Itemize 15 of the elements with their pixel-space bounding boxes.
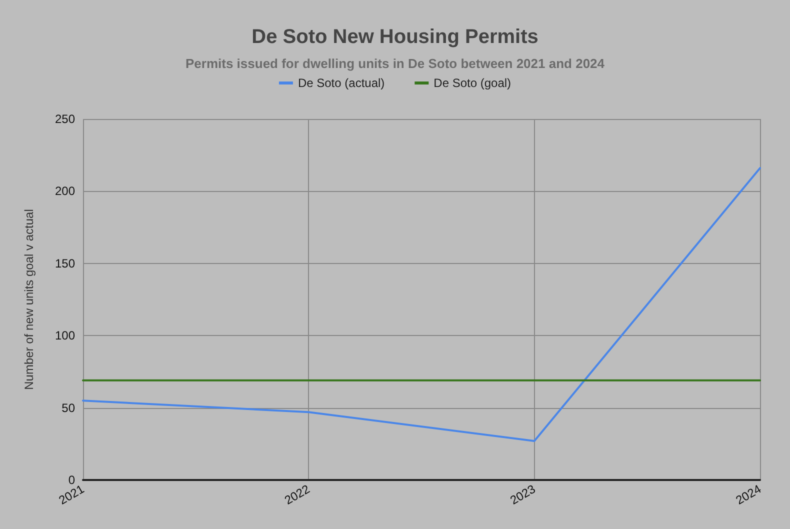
x-tick-label: 2022 bbox=[282, 482, 312, 508]
y-tick-label: 0 bbox=[68, 473, 76, 487]
y-tick-label: 250 bbox=[54, 112, 76, 126]
y-tick-label: 150 bbox=[54, 256, 76, 270]
y-tick-label: 50 bbox=[62, 400, 76, 415]
x-tick-label: 2023 bbox=[508, 482, 538, 508]
legend-label: De Soto (actual) bbox=[298, 76, 385, 90]
x-tick-label: 2024 bbox=[733, 482, 764, 508]
y-tick-label: 100 bbox=[54, 328, 76, 343]
chart-title: De Soto New Housing Permits bbox=[252, 26, 538, 48]
legend-label: De Soto (goal) bbox=[434, 76, 512, 90]
line-series bbox=[82, 167, 761, 442]
y-axis-title: Number of new units goal v actual bbox=[22, 209, 36, 390]
y-tick-label: 200 bbox=[54, 184, 76, 198]
chart-subtitle: Permits issued for dwelling units in De Soto between 2021 and 2024 bbox=[185, 56, 606, 71]
